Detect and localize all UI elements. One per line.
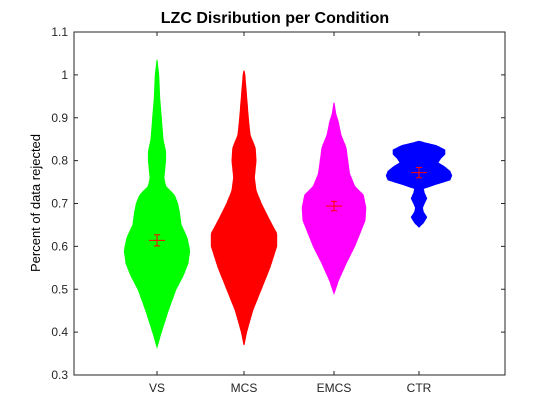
violin-emcs xyxy=(301,102,367,296)
summary-marker-vs xyxy=(149,234,165,247)
summary-marker-emcs xyxy=(326,200,342,212)
y-tick-label: 0.5 xyxy=(51,282,68,296)
y-tick-label: 0.7 xyxy=(51,197,68,211)
violin-ctr xyxy=(385,140,453,228)
summary-marker-mcs xyxy=(236,230,252,241)
violin-vs xyxy=(123,59,191,349)
x-tick-label: MCS xyxy=(231,381,258,395)
plot-area: 0.3 0.4 0.5 0.6 0.7 0.8 0.9 1 1.1 VS MCS EMCS CTR xyxy=(51,25,506,395)
y-tick-label: 1 xyxy=(61,68,68,82)
y-tick-label: 0.6 xyxy=(51,239,68,253)
violin-mcs xyxy=(210,70,278,346)
y-axis-label: Percent of data rejected xyxy=(28,134,43,272)
y-tick-label: 0.9 xyxy=(51,111,68,125)
x-tick-label: EMCS xyxy=(317,381,352,395)
y-tick-label: 0.4 xyxy=(51,325,68,339)
y-tick-label: 0.3 xyxy=(51,368,68,382)
chart-title: LZC Disribution per Condition xyxy=(161,10,389,27)
x-tick-label: VS xyxy=(149,381,165,395)
x-tick-label: CTR xyxy=(407,381,432,395)
y-tick-label: 0.8 xyxy=(51,154,68,168)
summary-marker-ctr xyxy=(411,166,427,179)
y-tick-label: 1.1 xyxy=(51,25,68,39)
